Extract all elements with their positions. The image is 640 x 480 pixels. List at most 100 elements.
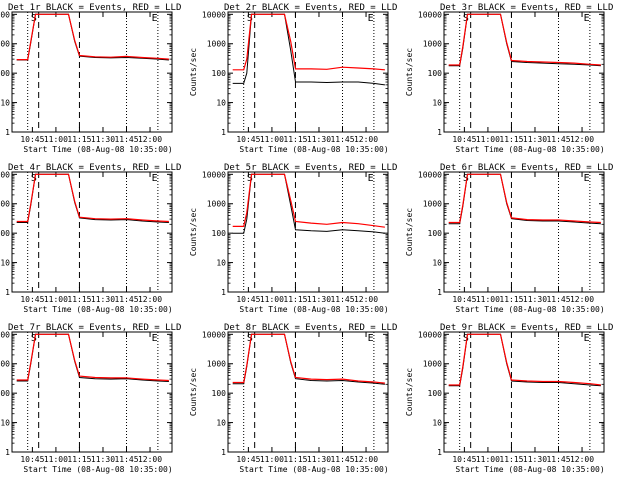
y-tick-label: 10: [0, 99, 10, 108]
y-tick-label: 1: [221, 288, 226, 297]
panel-title: Det 2r BLACK = Events, RED = LLD: [224, 3, 397, 13]
events-series-line: [232, 333, 385, 385]
plot-frame: [227, 11, 389, 133]
y-axis-title: Counts/sec: [189, 48, 198, 96]
lld-series-line: [448, 333, 601, 386]
start-glyph: S: [31, 333, 37, 344]
y-tick-label: 100: [0, 389, 10, 398]
x-tick-label: 12:00: [354, 135, 378, 144]
y-tick-label: 1000: [0, 360, 10, 369]
y-tick-label: 1000: [423, 360, 442, 369]
lld-series-line: [16, 173, 169, 223]
x-tick-label: 11:45: [546, 135, 570, 144]
y-tick-label: 1: [437, 448, 442, 457]
y-tick-label: 10000: [0, 10, 10, 19]
x-tick-label: 11:15: [283, 135, 307, 144]
x-tick-label: 11:00: [260, 455, 284, 464]
plot-frame: [227, 171, 389, 293]
y-tick-label: 100: [428, 389, 443, 398]
y-tick-label: 10: [432, 419, 442, 428]
x-tick-label: 11:15: [67, 135, 91, 144]
x-tick-label: 11:00: [476, 295, 500, 304]
end-glyph: E: [584, 173, 590, 184]
x-tick-label: 11:30: [523, 295, 547, 304]
x-tick-label: 12:00: [138, 455, 162, 464]
y-tick-label: 1000: [423, 40, 442, 49]
x-tick-label: 10:45: [236, 135, 260, 144]
x-tick-label: 12:00: [570, 295, 594, 304]
x-tick-label: 12:00: [570, 455, 594, 464]
y-tick-label: 1000: [0, 40, 10, 49]
end-glyph: E: [152, 173, 158, 184]
series-group: [448, 173, 601, 225]
x-tick-label: 10:45: [452, 135, 476, 144]
panel-title: Det 3r BLACK = Events, RED = LLD: [440, 3, 613, 13]
events-series-line: [232, 13, 385, 86]
series-group: [448, 333, 601, 387]
x-tick-label: 11:00: [44, 455, 68, 464]
y-tick-label: 10: [216, 259, 226, 268]
y-tick-label: 100: [212, 229, 227, 238]
x-tick-label: 12:00: [354, 455, 378, 464]
x-tick-label: 11:00: [476, 455, 500, 464]
x-axis-title: Start Time (08-Aug-08 10:35:00): [455, 145, 604, 154]
y-tick-label: 10000: [202, 10, 226, 19]
plot-frame: [11, 171, 173, 293]
y-tick-label: 100: [428, 69, 443, 78]
x-axis-title: Start Time (08-Aug-08 10:35:00): [239, 145, 388, 154]
x-tick-label: 10:45: [20, 135, 44, 144]
start-glyph: S: [247, 173, 253, 184]
x-tick-label: 11:30: [91, 295, 115, 304]
x-axis-title: Start Time (08-Aug-08 10:35:00): [239, 305, 388, 314]
y-axis-title: Counts/sec: [405, 208, 414, 256]
x-tick-label: 11:15: [499, 455, 523, 464]
x-tick-label: 11:15: [499, 135, 523, 144]
plot-frame: [227, 331, 389, 453]
y-tick-label: 1000: [207, 360, 226, 369]
x-tick-label: 11:45: [330, 295, 354, 304]
events-series-line: [16, 13, 169, 61]
x-tick-label: 11:00: [44, 135, 68, 144]
series-group: [232, 13, 385, 86]
y-tick-label: 10: [216, 99, 226, 108]
x-tick-label: 11:30: [91, 135, 115, 144]
x-axis-title: Start Time (08-Aug-08 10:35:00): [455, 305, 604, 314]
y-tick-label: 10000: [0, 330, 10, 339]
x-tick-label: 11:45: [114, 295, 138, 304]
x-axis-title: Start Time (08-Aug-08 10:35:00): [239, 465, 388, 474]
start-glyph: S: [247, 333, 253, 344]
start-glyph: S: [31, 13, 37, 24]
panel-title: Det 5r BLACK = Events, RED = LLD: [224, 163, 397, 173]
y-axis-title: Counts/sec: [405, 368, 414, 416]
x-axis-title: Start Time (08-Aug-08 10:35:00): [23, 145, 172, 154]
x-axis-title: Start Time (08-Aug-08 10:35:00): [23, 305, 172, 314]
y-tick-label: 1: [221, 128, 226, 137]
x-tick-label: 10:45: [452, 455, 476, 464]
x-tick-label: 10:45: [20, 455, 44, 464]
lld-series-line: [232, 173, 385, 228]
y-tick-label: 1: [437, 128, 442, 137]
series-group: [16, 13, 169, 61]
x-tick-label: 11:00: [260, 295, 284, 304]
x-tick-label: 11:45: [546, 455, 570, 464]
lld-series-line: [232, 13, 385, 71]
y-tick-label: 10000: [418, 170, 442, 179]
panel-title: Det 9r BLACK = Events, RED = LLD: [440, 323, 613, 333]
y-axis-title: Counts/sec: [189, 368, 198, 416]
panel-title: Det 7r BLACK = Events, RED = LLD: [8, 323, 181, 333]
x-tick-label: 11:00: [44, 295, 68, 304]
y-tick-label: 10: [0, 259, 10, 268]
series-group: [448, 13, 601, 67]
y-tick-label: 100: [212, 389, 227, 398]
x-tick-label: 11:30: [307, 455, 331, 464]
x-tick-label: 11:00: [260, 135, 284, 144]
plot-frame: [443, 171, 605, 293]
lld-series-line: [16, 13, 169, 61]
events-series-line: [16, 173, 169, 223]
series-group: [232, 173, 385, 234]
